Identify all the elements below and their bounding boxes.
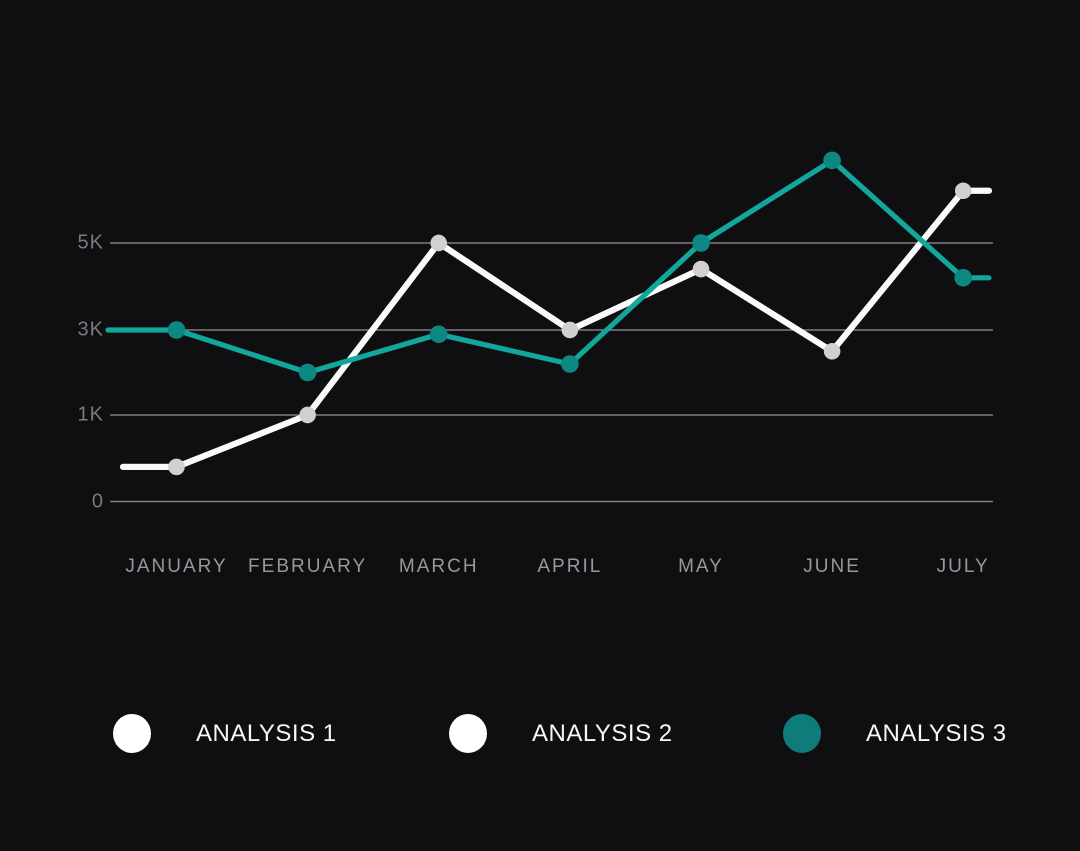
x-axis-label-february: FEBRUARY <box>248 556 368 577</box>
legend-label-analysis-3: ANALYSIS 3 <box>866 719 1007 747</box>
series-line-analysis-2 <box>120 187 992 470</box>
x-axis-label-april: APRIL <box>537 556 603 577</box>
y-axis-label-1K: 1K <box>77 403 104 426</box>
y-axis-label-3K: 3K <box>77 318 104 341</box>
x-axis-label-january: JANUARY <box>125 556 228 577</box>
data-point-analysis-2-june[interactable] <box>823 343 841 360</box>
data-point-analysis-2-march[interactable] <box>430 234 447 252</box>
x-axis-label-july: JULY <box>936 556 990 577</box>
data-point-analysis-2-april[interactable] <box>561 321 579 339</box>
x-axis-label-may: MAY <box>678 556 724 577</box>
data-point-analysis-2-february[interactable] <box>299 406 316 424</box>
legend-label-analysis-2: ANALYSIS 2 <box>532 719 673 747</box>
data-point-analysis-3-may[interactable] <box>692 234 710 252</box>
series-line-analysis-3 <box>105 157 992 376</box>
data-point-analysis-3-april[interactable] <box>561 355 579 373</box>
legend-swatch-analysis-2 <box>449 714 487 753</box>
data-point-analysis-2-may[interactable] <box>692 260 710 278</box>
data-point-analysis-3-july[interactable] <box>954 269 972 287</box>
data-point-analysis-3-march[interactable] <box>429 325 448 344</box>
data-point-analysis-3-june[interactable] <box>823 151 841 170</box>
y-axis-label-5K: 5K <box>77 231 104 254</box>
y-axis-label-0: 0 <box>91 490 104 512</box>
legend-label-analysis-1: ANALYSIS 1 <box>196 719 337 747</box>
legend-item-analysis-3[interactable]: ANALYSIS 3 <box>783 714 1007 753</box>
x-axis-label-june: JUNE <box>803 556 861 577</box>
data-point-analysis-3-january[interactable] <box>167 321 186 339</box>
data-point-analysis-2-january[interactable] <box>168 458 185 476</box>
legend-item-analysis-1[interactable]: ANALYSIS 1 <box>113 714 337 753</box>
series-line-analysis-1 <box>120 187 992 470</box>
legend-swatch-analysis-3 <box>783 714 821 753</box>
legend-swatch-analysis-1 <box>113 714 151 753</box>
x-axis-label-march: MARCH <box>398 556 479 577</box>
data-point-analysis-2-july[interactable] <box>955 182 972 199</box>
legend-item-analysis-2[interactable]: ANALYSIS 2 <box>449 714 673 753</box>
data-point-analysis-3-february[interactable] <box>298 363 317 382</box>
